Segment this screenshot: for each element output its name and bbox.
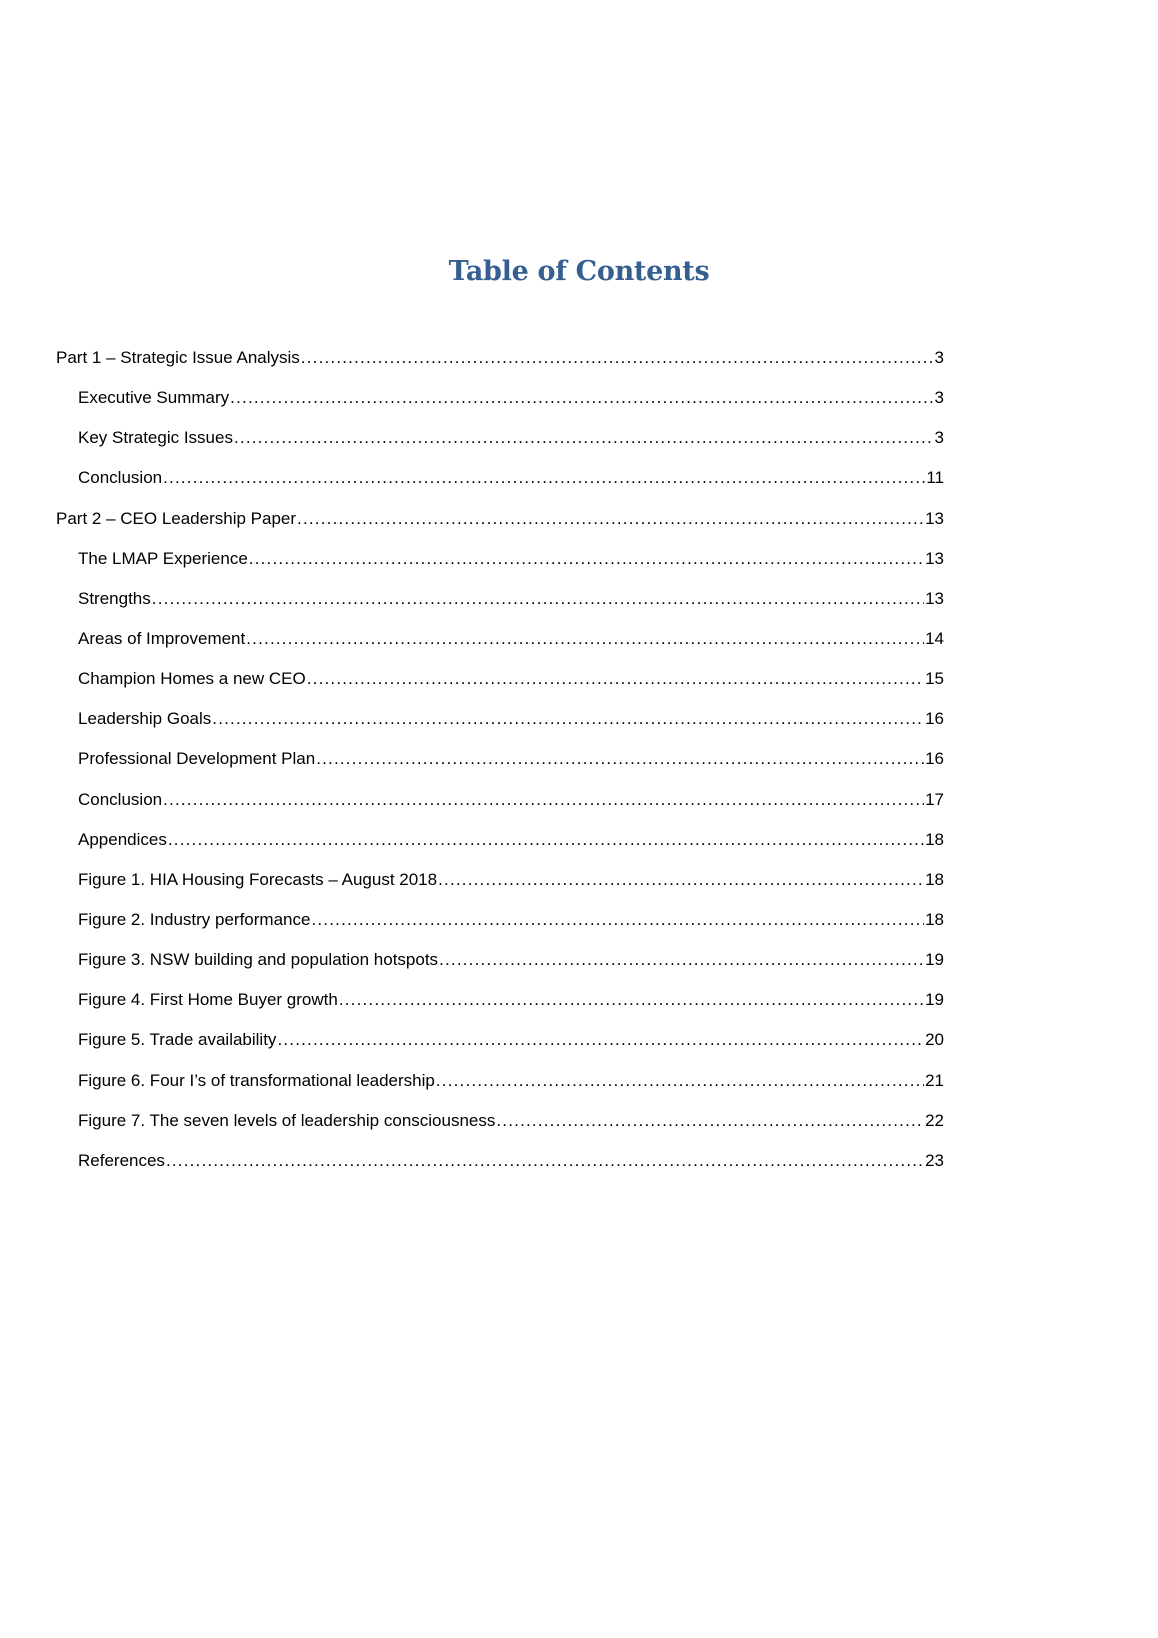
toc-entry[interactable]: Figure 2. Industry performance 18 — [56, 910, 944, 950]
toc-entry-page: 15 — [925, 669, 944, 689]
toc-entry-label[interactable]: Figure 3. NSW building and population ho… — [78, 950, 439, 970]
toc-entry[interactable]: Areas of Improvement 14 — [56, 629, 944, 669]
toc-entry-label[interactable]: Leadership Goals — [78, 709, 212, 729]
toc-leader-dots — [234, 428, 934, 448]
toc-entry[interactable]: Professional Development Plan 16 — [56, 749, 944, 789]
toc-entry-label[interactable]: Figure 5. Trade availability — [78, 1030, 277, 1050]
toc-entry-page: 22 — [925, 1110, 944, 1130]
toc-leader-dots — [212, 709, 924, 729]
toc-entry-page: 13 — [925, 508, 944, 528]
toc-entry-label[interactable]: Part 1 – Strategic Issue Analysis — [56, 348, 300, 367]
toc-entry[interactable]: Appendices 18 — [56, 830, 944, 870]
toc-leader-dots — [311, 910, 924, 930]
table-of-contents: Part 1 – Strategic Issue Analysis3Execut… — [56, 348, 944, 1191]
toc-entry-page: 3 — [934, 388, 944, 408]
toc-entry-page: 18 — [925, 869, 944, 889]
toc-entry[interactable]: Figure 6. Four I’s of transformational l… — [56, 1071, 944, 1111]
toc-entry[interactable]: Part 1 – Strategic Issue Analysis 3 — [56, 348, 944, 388]
toc-entry[interactable]: Conclusion 17 — [56, 790, 944, 830]
toc-leader-dots — [230, 388, 933, 408]
toc-entry-label[interactable]: Professional Development Plan — [78, 749, 316, 769]
toc-entry[interactable]: The LMAP Experience 13 — [56, 549, 944, 589]
toc-entry-page: 19 — [925, 990, 944, 1010]
toc-entry-label[interactable]: Figure 6. Four I’s of transformational l… — [78, 1070, 435, 1090]
toc-entry-label[interactable]: Part 2 – CEO Leadership Paper — [56, 508, 297, 528]
toc-entry-label[interactable]: The LMAP Experience — [78, 548, 248, 568]
toc-leader-dots — [277, 1030, 924, 1050]
toc-entry-page: 17 — [925, 789, 944, 809]
page-title: Table of Contents — [448, 256, 710, 287]
toc-entry[interactable]: Key Strategic Issues 3 — [56, 428, 944, 468]
toc-leader-dots — [246, 629, 924, 649]
toc-entry[interactable]: Champion Homes a new CEO 15 — [56, 669, 944, 709]
toc-entry-label[interactable]: Areas of Improvement — [78, 628, 246, 648]
toc-leader-dots — [163, 790, 924, 810]
toc-entry-page: 21 — [925, 1070, 944, 1090]
toc-entry-page: 3 — [934, 428, 944, 448]
toc-leader-dots — [249, 549, 924, 569]
toc-leader-dots — [436, 1071, 924, 1091]
toc-leader-dots — [297, 509, 924, 529]
toc-leader-dots — [152, 589, 924, 609]
toc-leader-dots — [439, 950, 924, 970]
toc-leader-dots — [316, 749, 924, 769]
toc-entry[interactable]: Figure 3. NSW building and population ho… — [56, 950, 944, 990]
toc-entry-page: 13 — [925, 548, 944, 568]
toc-entry-label[interactable]: Figure 4. First Home Buyer growth — [78, 990, 338, 1010]
toc-entry[interactable]: Conclusion 11 — [56, 468, 944, 508]
toc-entry-page: 18 — [925, 829, 944, 849]
toc-entry-page: 16 — [925, 749, 944, 769]
toc-entry-label[interactable]: Conclusion — [78, 789, 163, 809]
toc-entry-label[interactable]: Appendices — [78, 829, 167, 849]
toc-entry[interactable]: Figure 5. Trade availability 20 — [56, 1030, 944, 1070]
toc-entry[interactable]: Figure 1. HIA Housing Forecasts – August… — [56, 870, 944, 910]
toc-entry-page: 18 — [925, 909, 944, 929]
toc-entry-label[interactable]: Key Strategic Issues — [78, 428, 233, 448]
toc-entry-label[interactable]: Figure 7. The seven levels of leadership… — [78, 1110, 496, 1130]
toc-entry-label[interactable]: Figure 1. HIA Housing Forecasts – August… — [78, 869, 438, 889]
toc-leader-dots — [438, 870, 924, 890]
toc-leader-dots — [307, 669, 924, 689]
toc-leader-dots — [496, 1111, 924, 1131]
toc-entry-label[interactable]: Champion Homes a new CEO — [78, 669, 306, 689]
toc-entry-page: 3 — [934, 348, 944, 367]
toc-entry-label[interactable]: Figure 2. Industry performance — [78, 909, 311, 929]
toc-entry-page: 14 — [925, 628, 944, 648]
toc-entry-page: 23 — [925, 1150, 944, 1170]
toc-entry[interactable]: Strengths 13 — [56, 589, 944, 629]
toc-entry-label[interactable]: Strengths — [78, 588, 151, 608]
toc-leader-dots — [339, 990, 924, 1010]
toc-leader-dots — [301, 348, 934, 368]
toc-entry-page: 19 — [925, 950, 944, 970]
toc-entry-page: 13 — [925, 588, 944, 608]
toc-leader-dots — [166, 1151, 924, 1171]
toc-entry-label[interactable]: References — [78, 1150, 165, 1170]
toc-leader-dots — [163, 468, 925, 488]
toc-entry[interactable]: References 23 — [56, 1151, 944, 1191]
toc-entry[interactable]: Executive Summary 3 — [56, 388, 944, 428]
toc-entry[interactable]: Leadership Goals 16 — [56, 709, 944, 749]
toc-entry[interactable]: Figure 4. First Home Buyer growth 19 — [56, 990, 944, 1030]
toc-entry-page: 11 — [926, 468, 944, 488]
toc-leader-dots — [168, 830, 924, 850]
toc-entry-label[interactable]: Conclusion — [78, 468, 163, 488]
toc-entry[interactable]: Figure 7. The seven levels of leadership… — [56, 1111, 944, 1151]
toc-entry-label[interactable]: Executive Summary — [78, 388, 230, 408]
toc-entry-page: 20 — [925, 1030, 944, 1050]
toc-entry[interactable]: Part 2 – CEO Leadership Paper 13 — [56, 509, 944, 549]
toc-entry-page: 16 — [925, 709, 944, 729]
